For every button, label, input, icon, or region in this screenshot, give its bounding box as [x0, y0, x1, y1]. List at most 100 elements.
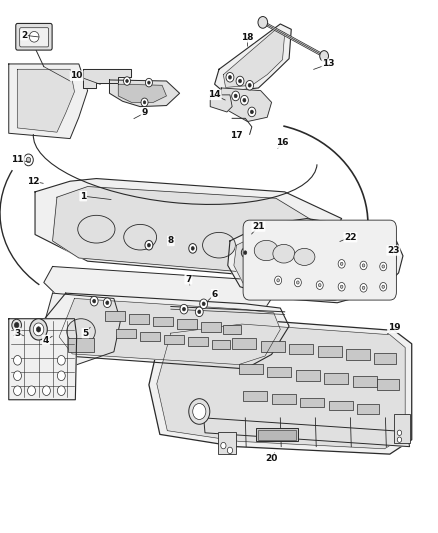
- Bar: [324, 373, 348, 384]
- Bar: [218, 432, 236, 454]
- Text: 20: 20: [265, 454, 278, 463]
- Ellipse shape: [248, 107, 256, 117]
- Ellipse shape: [234, 94, 237, 98]
- Ellipse shape: [320, 51, 328, 61]
- Ellipse shape: [189, 399, 210, 424]
- Text: 16: 16: [276, 139, 289, 147]
- Bar: [188, 337, 208, 346]
- Bar: [232, 338, 256, 349]
- Ellipse shape: [236, 76, 244, 86]
- FancyBboxPatch shape: [16, 23, 52, 50]
- Ellipse shape: [294, 248, 315, 265]
- Bar: [140, 332, 160, 341]
- Ellipse shape: [124, 77, 131, 85]
- Ellipse shape: [124, 224, 157, 250]
- Bar: [177, 319, 197, 329]
- Bar: [328, 401, 353, 410]
- Polygon shape: [44, 266, 272, 312]
- Ellipse shape: [257, 239, 286, 262]
- Text: 23: 23: [387, 246, 399, 255]
- Text: 5: 5: [82, 329, 88, 337]
- Ellipse shape: [360, 284, 367, 292]
- Text: 13: 13: [322, 60, 335, 68]
- Bar: [267, 367, 291, 377]
- Polygon shape: [9, 319, 77, 400]
- Ellipse shape: [106, 301, 109, 305]
- Ellipse shape: [182, 307, 185, 311]
- Ellipse shape: [248, 84, 251, 87]
- Text: 18: 18: [241, 33, 254, 42]
- Ellipse shape: [14, 322, 19, 328]
- Ellipse shape: [57, 371, 65, 381]
- Ellipse shape: [126, 79, 128, 83]
- Ellipse shape: [24, 154, 33, 166]
- Ellipse shape: [42, 386, 50, 395]
- Ellipse shape: [30, 319, 47, 340]
- Polygon shape: [18, 69, 74, 132]
- Ellipse shape: [229, 76, 231, 79]
- Text: 1: 1: [80, 192, 86, 200]
- Ellipse shape: [382, 265, 385, 268]
- Ellipse shape: [93, 300, 95, 303]
- Ellipse shape: [251, 110, 253, 114]
- Ellipse shape: [338, 282, 345, 291]
- Polygon shape: [149, 319, 412, 454]
- Ellipse shape: [28, 386, 35, 395]
- Ellipse shape: [316, 281, 323, 289]
- Bar: [353, 376, 377, 387]
- Ellipse shape: [14, 386, 21, 395]
- Bar: [105, 311, 125, 321]
- Ellipse shape: [198, 310, 201, 313]
- Bar: [129, 314, 149, 324]
- Polygon shape: [83, 69, 131, 88]
- Bar: [243, 391, 267, 401]
- Ellipse shape: [57, 386, 65, 395]
- Ellipse shape: [12, 319, 21, 331]
- Polygon shape: [35, 179, 342, 277]
- Ellipse shape: [277, 279, 279, 282]
- Bar: [68, 338, 94, 352]
- Ellipse shape: [143, 101, 146, 104]
- Ellipse shape: [362, 286, 365, 289]
- Ellipse shape: [318, 284, 321, 287]
- Polygon shape: [228, 219, 403, 303]
- Ellipse shape: [148, 81, 150, 84]
- Ellipse shape: [36, 327, 41, 332]
- Ellipse shape: [246, 80, 254, 90]
- Polygon shape: [210, 95, 232, 112]
- Bar: [223, 325, 241, 334]
- Ellipse shape: [78, 215, 115, 243]
- Polygon shape: [42, 293, 120, 368]
- Bar: [153, 317, 173, 326]
- Bar: [201, 322, 221, 332]
- Ellipse shape: [26, 157, 31, 163]
- Ellipse shape: [254, 240, 279, 261]
- Text: 14: 14: [208, 91, 221, 99]
- Ellipse shape: [202, 232, 236, 258]
- Bar: [289, 344, 313, 354]
- Ellipse shape: [57, 356, 65, 365]
- Ellipse shape: [273, 244, 295, 263]
- Bar: [256, 428, 298, 441]
- Ellipse shape: [380, 282, 387, 291]
- Text: 21: 21: [252, 222, 265, 231]
- Ellipse shape: [141, 98, 148, 107]
- Ellipse shape: [232, 91, 240, 101]
- Ellipse shape: [33, 323, 44, 336]
- Ellipse shape: [191, 246, 194, 250]
- Polygon shape: [59, 298, 280, 365]
- Text: 2: 2: [21, 31, 27, 39]
- Ellipse shape: [29, 31, 39, 42]
- Ellipse shape: [362, 264, 365, 267]
- Ellipse shape: [14, 356, 21, 365]
- Text: 3: 3: [14, 329, 21, 337]
- Bar: [212, 340, 230, 349]
- Polygon shape: [215, 24, 291, 92]
- Ellipse shape: [147, 243, 151, 247]
- FancyBboxPatch shape: [20, 28, 49, 47]
- Ellipse shape: [275, 276, 282, 285]
- Text: 9: 9: [141, 109, 148, 117]
- Polygon shape: [118, 84, 166, 102]
- Ellipse shape: [397, 437, 402, 442]
- Bar: [346, 349, 370, 360]
